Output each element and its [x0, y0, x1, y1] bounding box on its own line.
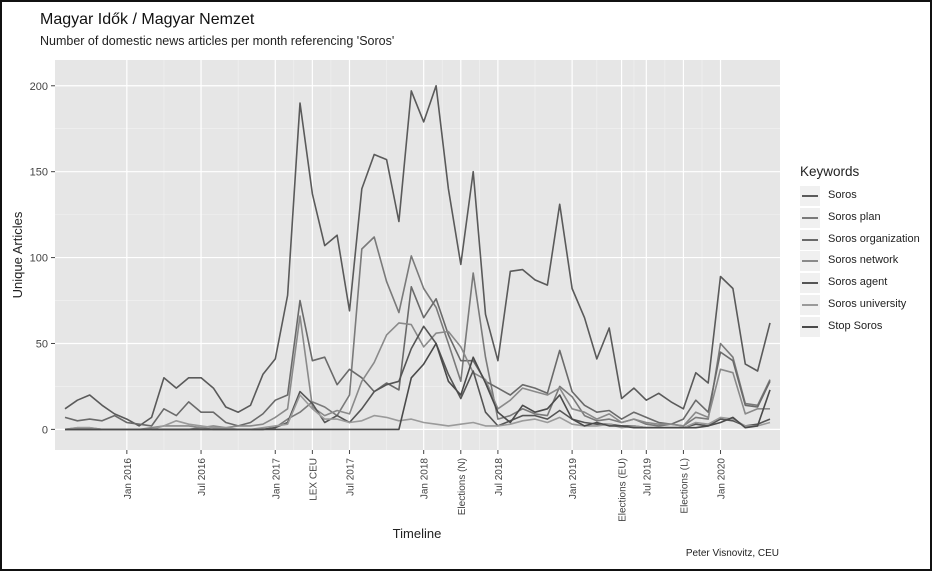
x-tick-label: Jul 2017 — [345, 458, 356, 496]
y-tick-label: 200 — [30, 81, 48, 93]
x-tick-label: Jan 2018 — [420, 458, 431, 500]
chart-title: Magyar Idők / Magyar Nemzet — [40, 11, 255, 28]
x-tick-label: LEX CEU — [308, 458, 319, 501]
legend-item-soros: Soros — [800, 186, 930, 206]
legend-item-soros-agent: Soros agent — [800, 273, 930, 294]
author-credit: Peter Visnovitz, CEU — [685, 548, 779, 559]
series-line-soros-organization — [64, 285, 771, 427]
y-tick-label: 100 — [30, 253, 48, 265]
x-tick-label: Jan 2017 — [271, 458, 282, 500]
y-axis-label: Unique Articles — [10, 211, 25, 298]
x-tick-label: Jul 2019 — [642, 458, 653, 496]
legend-key — [800, 316, 820, 337]
legend-item-soros-network: Soros network — [800, 251, 930, 272]
grid-minor — [55, 60, 780, 450]
y-axis-ticks: 0 50 100 150 200 — [30, 81, 55, 436]
legend-label: Soros network — [828, 254, 899, 267]
legend-item-soros-university: Soros university — [800, 295, 930, 315]
legend-label: Soros agent — [828, 276, 888, 289]
x-tick-label: Elections (N) — [457, 458, 468, 515]
legend-key — [800, 186, 820, 206]
series-line-soros-network — [64, 315, 770, 431]
legend-label: Soros plan — [828, 210, 881, 223]
x-tick-label: Jan 2020 — [717, 458, 728, 500]
series-lines — [64, 85, 771, 431]
x-axis-ticks: Jan 2016 Jul 2016 Jan 2017 LEX CEU Jul 2017 J… — [123, 450, 728, 522]
legend-item-soros-plan: Soros plan — [800, 207, 930, 228]
series-line-soros — [64, 85, 771, 427]
legend-label: Soros university — [828, 298, 907, 310]
x-tick-label: Elections (EU) — [618, 458, 629, 522]
x-tick-label: Jan 2019 — [568, 458, 579, 500]
y-tick-label: 0 — [42, 424, 48, 436]
legend-label: Stop Soros — [828, 319, 883, 332]
legend-item-stop-soros: Stop Soros — [800, 316, 930, 337]
chart-subtitle: Number of domestic news articles per mon… — [40, 34, 395, 48]
grid-major — [55, 60, 780, 450]
x-tick-label: Jul 2016 — [197, 458, 208, 496]
legend-item-soros-organization: Soros organization — [800, 229, 930, 250]
legend-key — [800, 295, 820, 315]
legend-label: Soros — [828, 189, 857, 201]
y-tick-label: 50 — [36, 338, 48, 350]
series-line-stop-soros — [65, 342, 771, 431]
legend-key — [800, 229, 820, 250]
x-tick-label: Elections (L) — [679, 458, 690, 514]
legend-key — [800, 251, 820, 272]
y-tick-label: 150 — [30, 167, 48, 179]
legend-key — [800, 207, 820, 228]
legend-label: Soros organization — [828, 232, 920, 245]
legend-key — [800, 273, 820, 294]
x-tick-label: Jan 2016 — [123, 458, 134, 500]
legend-title: Keywords — [800, 164, 860, 179]
x-axis-label: Timeline — [393, 526, 442, 541]
plot-panel — [55, 60, 780, 450]
x-tick-label: Jul 2018 — [494, 458, 505, 496]
